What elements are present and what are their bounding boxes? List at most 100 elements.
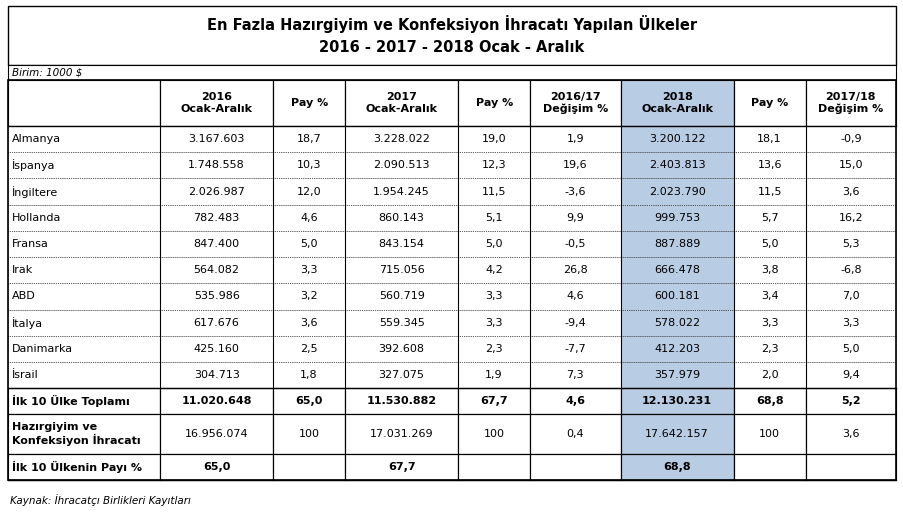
Bar [619, 231, 733, 257]
Text: 5,2: 5,2 [840, 397, 860, 406]
Text: 392.608: 392.608 [378, 344, 424, 354]
Bar [273, 80, 345, 126]
Text: 5,0: 5,0 [760, 239, 777, 249]
Bar [458, 257, 529, 283]
Bar [273, 310, 345, 336]
Text: 715.056: 715.056 [378, 265, 424, 275]
Text: 67,7: 67,7 [387, 462, 415, 472]
Text: İsrail: İsrail [12, 370, 39, 380]
Bar [273, 204, 345, 231]
Bar [619, 454, 733, 480]
Bar [458, 178, 529, 204]
Bar [619, 388, 733, 415]
Bar [458, 80, 529, 126]
Bar [8, 310, 160, 336]
Bar [529, 152, 619, 178]
Bar [273, 231, 345, 257]
Text: 5,1: 5,1 [485, 213, 502, 223]
Bar [805, 80, 895, 126]
Bar [345, 283, 458, 310]
Bar [8, 152, 160, 178]
Text: 5,0: 5,0 [300, 239, 318, 249]
Text: 3,4: 3,4 [760, 291, 777, 301]
Text: 782.483: 782.483 [193, 213, 239, 223]
Bar [619, 283, 733, 310]
Bar [160, 454, 273, 480]
Bar [458, 126, 529, 152]
Text: 9,4: 9,4 [841, 370, 859, 380]
Text: 5,7: 5,7 [760, 213, 777, 223]
Text: 2017/18
Değişim %: 2017/18 Değişim % [817, 92, 882, 114]
Bar [160, 178, 273, 204]
Bar [345, 152, 458, 178]
Bar [733, 178, 805, 204]
Text: 1,9: 1,9 [566, 134, 583, 144]
Bar [619, 362, 733, 388]
Text: 12,3: 12,3 [481, 160, 506, 170]
Bar [619, 336, 733, 362]
Bar [273, 336, 345, 362]
Bar [619, 152, 733, 178]
Text: 18,7: 18,7 [296, 134, 321, 144]
Text: 4,6: 4,6 [564, 397, 584, 406]
Text: 535.986: 535.986 [193, 291, 239, 301]
Bar [805, 231, 895, 257]
Text: İlk 10 Ülkenin Payı %: İlk 10 Ülkenin Payı % [12, 461, 142, 473]
Text: Danimarka: Danimarka [12, 344, 73, 354]
Text: 3,2: 3,2 [300, 291, 318, 301]
Bar [733, 310, 805, 336]
Text: 5,0: 5,0 [485, 239, 502, 249]
Text: 2018
Ocak-Aralık: 2018 Ocak-Aralık [640, 92, 712, 114]
Bar [458, 283, 529, 310]
Text: 887.889: 887.889 [653, 239, 700, 249]
Bar [619, 178, 733, 204]
Text: 357.979: 357.979 [653, 370, 699, 380]
Bar [345, 126, 458, 152]
Text: 5,0: 5,0 [841, 344, 859, 354]
Text: 3,3: 3,3 [760, 318, 777, 328]
Bar [8, 204, 160, 231]
Text: 2,5: 2,5 [300, 344, 318, 354]
Text: 7,3: 7,3 [566, 370, 583, 380]
Bar [529, 362, 619, 388]
Bar [529, 454, 619, 480]
Bar [805, 336, 895, 362]
Text: 600.181: 600.181 [654, 291, 699, 301]
Text: Birim: 1000 $: Birim: 1000 $ [12, 67, 82, 77]
Bar [8, 126, 160, 152]
Bar [8, 454, 160, 480]
Bar [458, 336, 529, 362]
Text: İtalya: İtalya [12, 317, 43, 329]
Text: 26,8: 26,8 [563, 265, 587, 275]
Text: 12.130.231: 12.130.231 [641, 397, 712, 406]
Text: 304.713: 304.713 [193, 370, 239, 380]
Text: 3,3: 3,3 [485, 318, 502, 328]
Bar [8, 65, 895, 80]
Text: -7,7: -7,7 [563, 344, 585, 354]
Text: 67,7: 67,7 [479, 397, 507, 406]
Text: 3,6: 3,6 [841, 429, 859, 439]
Bar [529, 310, 619, 336]
Text: 412.203: 412.203 [654, 344, 699, 354]
Bar [733, 204, 805, 231]
Bar [529, 80, 619, 126]
Bar [160, 310, 273, 336]
Bar [805, 126, 895, 152]
Text: 11,5: 11,5 [481, 186, 506, 197]
Bar [160, 152, 273, 178]
Bar [273, 126, 345, 152]
Bar [529, 388, 619, 415]
Text: ABD: ABD [12, 291, 36, 301]
Text: 1.954.245: 1.954.245 [373, 186, 430, 197]
Bar [733, 454, 805, 480]
Text: -3,6: -3,6 [564, 186, 585, 197]
Bar [345, 231, 458, 257]
Text: Almanya: Almanya [12, 134, 61, 144]
Text: 68,8: 68,8 [663, 462, 690, 472]
Bar [8, 178, 160, 204]
Bar [273, 415, 345, 454]
Bar [273, 178, 345, 204]
Text: 425.160: 425.160 [193, 344, 239, 354]
Bar [458, 362, 529, 388]
Text: 18,1: 18,1 [757, 134, 781, 144]
